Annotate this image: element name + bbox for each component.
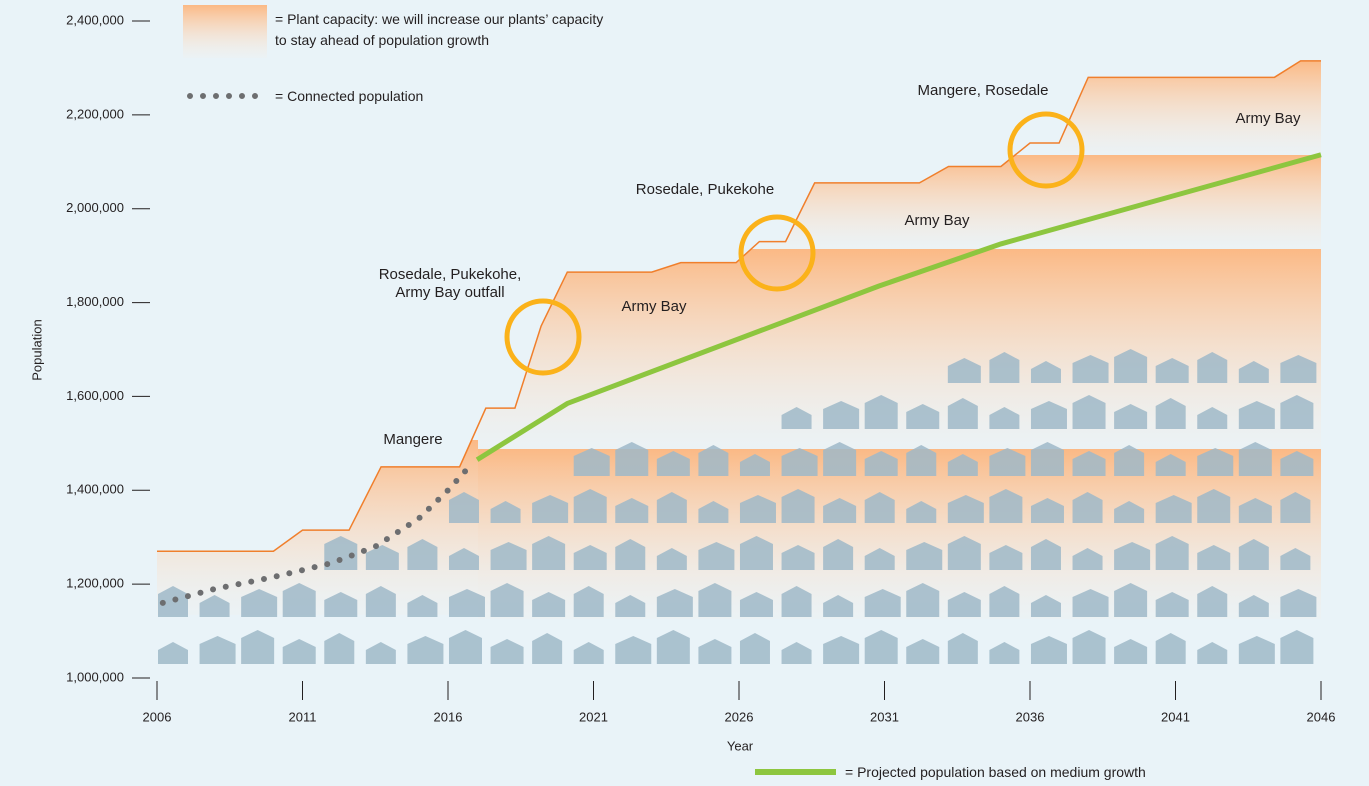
- chart: 1,000,000 1,200,000 1,400,000 1,600,000 1,80…: [0, 0, 1369, 786]
- legend-label: Plant capacity: we will increase our pla…: [275, 11, 603, 48]
- x-tick-label: 2041: [1161, 709, 1190, 724]
- house-icon: [241, 630, 274, 664]
- house-icon: [158, 642, 188, 664]
- legend-separator: =: [275, 11, 283, 27]
- legend-entry: = Projected population based on medium g…: [845, 762, 1146, 783]
- house-icon: [1114, 639, 1147, 664]
- y-tick-label: 2,400,000: [66, 12, 124, 27]
- x-axis-title: Year: [727, 738, 754, 753]
- x-tick-label: 2006: [143, 709, 172, 724]
- house-icon: [906, 639, 939, 664]
- house-icon: [532, 633, 562, 664]
- legend-entry: = Plant capacity: we will increase our p…: [275, 9, 603, 51]
- house-icon: [698, 639, 731, 664]
- house-icon: [324, 633, 354, 664]
- house-icon: [989, 642, 1019, 664]
- x-tick-label: 2021: [579, 709, 608, 724]
- house-icon: [366, 642, 396, 664]
- house-icon: [657, 630, 690, 664]
- house-icon: [574, 642, 604, 664]
- house-icon: [407, 636, 443, 664]
- house-icon: [1239, 636, 1275, 664]
- house-icon: [823, 636, 859, 664]
- annotation: Army Bay: [904, 212, 970, 229]
- annotation: Mangere, Rosedale: [918, 82, 1049, 99]
- house-icon: [200, 636, 236, 664]
- annotation: Army Bay: [1235, 110, 1301, 127]
- legend-entry: = Connected population: [275, 86, 423, 107]
- house-icon: [948, 633, 978, 664]
- annotation: Mangere: [383, 431, 442, 448]
- legend-label: Connected population: [287, 88, 423, 104]
- x-tick-label: 2026: [725, 709, 754, 724]
- y-tick-label: 1,000,000: [66, 669, 124, 684]
- y-tick-label: 2,200,000: [66, 106, 124, 121]
- house-icon: [740, 633, 770, 664]
- x-tick-label: 2046: [1307, 709, 1336, 724]
- annotation: Rosedale, Pukekohe,: [379, 266, 522, 283]
- y-tick-label: 1,800,000: [66, 294, 124, 309]
- house-icon: [1197, 642, 1227, 664]
- house-icon: [491, 639, 524, 664]
- house-icon: [782, 642, 812, 664]
- legend-label: Projected population based on medium gro…: [857, 764, 1146, 780]
- legend-swatch: [183, 5, 267, 58]
- x-tick-label: 2036: [1016, 709, 1045, 724]
- page: 1,000,000 1,200,000 1,400,000 1,600,000 1,80…: [0, 0, 1369, 786]
- house-icon: [449, 630, 482, 664]
- legend-separator: =: [275, 88, 283, 104]
- y-tick-label: 1,200,000: [66, 576, 124, 591]
- house-icon: [615, 636, 651, 664]
- y-axis-title: Population: [29, 319, 44, 380]
- capacity-band: [1060, 61, 1321, 155]
- annotation: Army Bay: [621, 298, 687, 315]
- house-icon: [1156, 633, 1186, 664]
- house-icon: [1280, 630, 1313, 664]
- y-tick-label: 1,600,000: [66, 388, 124, 403]
- house-icon: [1031, 636, 1067, 664]
- house-icon: [283, 639, 316, 664]
- house-icon: [1073, 630, 1106, 664]
- legend-separator: =: [845, 764, 853, 780]
- x-tick-label: 2011: [289, 709, 317, 724]
- annotation: Army Bay outfall: [395, 284, 504, 301]
- house-icon: [865, 630, 898, 664]
- y-tick-label: 1,400,000: [66, 482, 124, 497]
- annotation: Rosedale, Pukekohe: [636, 181, 774, 198]
- y-tick-label: 2,000,000: [66, 200, 124, 215]
- x-tick-label: 2031: [870, 709, 899, 724]
- x-tick-label: 2016: [434, 709, 463, 724]
